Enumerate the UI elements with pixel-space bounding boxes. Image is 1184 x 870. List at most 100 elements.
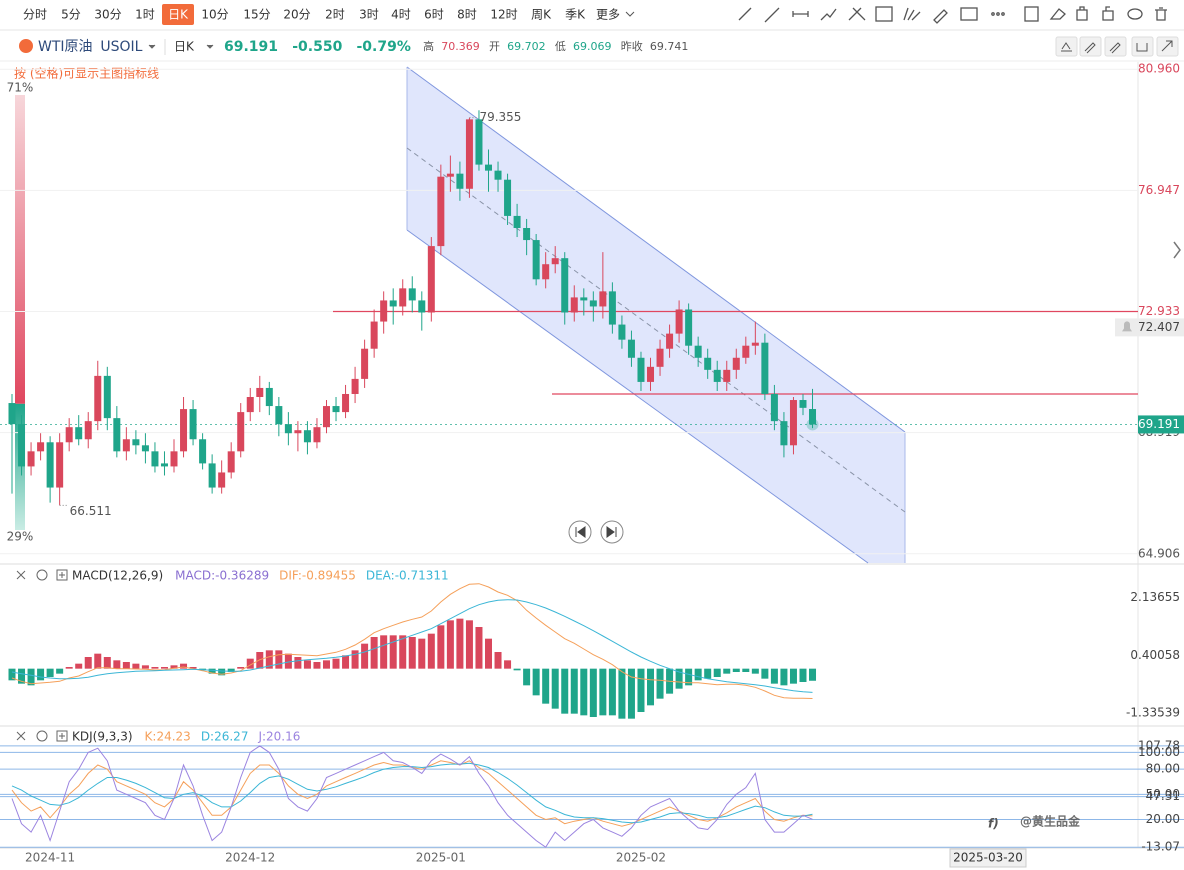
candle-body	[408, 288, 416, 301]
interval-tab[interactable]: 6时	[424, 8, 444, 22]
crosshair-date-box	[949, 848, 1027, 868]
interval-tab[interactable]: 4时	[391, 8, 411, 22]
tool-image[interactable]	[960, 7, 978, 21]
interval-tab[interactable]: 5分	[61, 8, 81, 22]
y-tick-label: 50.00	[1146, 787, 1180, 801]
interval-tab[interactable]: 更多	[596, 8, 620, 22]
tool-fib[interactable]	[875, 6, 893, 22]
interval-tab[interactable]: 8时	[457, 8, 477, 22]
candle-body	[437, 176, 445, 247]
interval-tab[interactable]: 15分	[243, 8, 270, 22]
macd-header-icons	[16, 569, 68, 581]
interval-tab[interactable]: 1时	[135, 8, 155, 22]
header-button[interactable]	[1104, 36, 1127, 57]
macd-bar	[151, 667, 159, 669]
interval-tab[interactable]: 20分	[283, 8, 310, 22]
indicator-line	[11, 762, 813, 824]
interval-tab[interactable]: 2时	[325, 8, 345, 22]
channel-mid	[406, 147, 906, 513]
candle-body	[37, 442, 45, 452]
symbol-caret[interactable]	[148, 44, 156, 49]
watermark-logo: f)	[988, 817, 999, 831]
candle-body	[8, 403, 16, 425]
period-select[interactable]: 日K	[174, 40, 195, 54]
price-change-pct: -0.79%	[357, 39, 411, 55]
tool-line[interactable]	[738, 7, 752, 21]
macd-bar	[227, 668, 235, 672]
interval-tab[interactable]: 30分	[94, 8, 121, 22]
replay-next-icon	[606, 526, 617, 538]
tool-hline[interactable]	[792, 11, 809, 17]
last-price-box	[1138, 415, 1184, 434]
legend-entry: K:24.23	[145, 730, 191, 744]
y-tick-label: 80.960	[1138, 62, 1180, 76]
indicator-title: MACD(12,26,9)	[72, 569, 163, 583]
legend-entry: J:20.16	[257, 730, 300, 744]
tool-cross[interactable]	[848, 7, 866, 21]
settings-icon[interactable]	[36, 730, 48, 742]
macd-bar	[246, 658, 254, 669]
symbol-code[interactable]: USOIL	[100, 39, 142, 55]
interval-tab[interactable]: 分时	[23, 8, 47, 22]
macd-bar	[380, 635, 388, 669]
interval-tab[interactable]: 10分	[201, 8, 228, 22]
tool-unlock[interactable]	[1102, 6, 1114, 21]
tool-ray[interactable]	[764, 7, 780, 23]
header-button[interactable]	[1131, 36, 1154, 57]
open-label: 开	[489, 40, 500, 53]
macd-bar	[494, 652, 502, 669]
candle-body	[103, 375, 111, 419]
y-tick-label: 20.00	[1146, 812, 1180, 826]
macd-bar	[27, 668, 35, 686]
quote-line: 69.191 -0.550 -0.79% 高 70.369 开 69.702 低…	[224, 39, 688, 55]
header-button[interactable]	[1156, 36, 1179, 57]
tool-lock[interactable]	[1076, 6, 1088, 21]
candle-body	[18, 424, 26, 467]
macd-bar	[65, 667, 73, 669]
candle-body	[237, 412, 245, 452]
y-tick-label: 76.947	[1138, 183, 1180, 197]
interval-tab[interactable]: 季K	[565, 8, 586, 22]
macd-bar	[732, 668, 740, 672]
replay-controls	[568, 520, 624, 544]
alert-bell	[1122, 321, 1132, 332]
expand-icon[interactable]	[56, 730, 68, 742]
macd-bar	[160, 667, 168, 669]
macd-bar	[351, 650, 359, 669]
settings-icon[interactable]	[36, 569, 48, 581]
macd-bar	[322, 660, 330, 669]
legend-entry: MACD:-0.36289	[175, 569, 269, 583]
macd-bar	[675, 668, 683, 689]
interval-tab[interactable]: 3时	[359, 8, 379, 22]
symbol-name[interactable]: WTI原油	[38, 39, 93, 55]
y-tick-label: 80.00	[1146, 762, 1180, 776]
macd-bar	[770, 668, 778, 684]
close-icon[interactable]	[16, 731, 26, 741]
side-panel-toggle[interactable]	[1173, 241, 1181, 259]
interval-tab[interactable]: 周K	[531, 8, 552, 22]
tool-pen[interactable]	[933, 9, 948, 24]
tool-delete[interactable]	[1155, 7, 1167, 21]
last-point-glow	[806, 418, 819, 431]
candle-body	[694, 345, 702, 358]
header-button[interactable]	[1055, 36, 1078, 57]
more-caret[interactable]	[625, 11, 635, 17]
candle-body	[723, 369, 731, 382]
expand-icon[interactable]	[56, 569, 68, 581]
candle-body	[332, 406, 340, 413]
tool-eraser[interactable]	[1049, 8, 1066, 20]
period-caret[interactable]	[206, 44, 214, 49]
interval-tab[interactable]: 日K	[168, 8, 189, 22]
macd-bar	[113, 660, 121, 669]
tool-edit[interactable]	[1024, 6, 1039, 22]
tool-eye[interactable]	[1127, 8, 1143, 20]
indicator-line	[11, 599, 813, 693]
tool-polyline[interactable]	[820, 8, 837, 21]
interval-tab[interactable]: 12时	[490, 8, 517, 22]
tool-more[interactable]	[991, 12, 995, 16]
close-icon[interactable]	[16, 570, 26, 580]
candle-body	[704, 357, 712, 370]
header-button[interactable]	[1079, 36, 1102, 57]
tool-fan[interactable]	[903, 7, 921, 21]
